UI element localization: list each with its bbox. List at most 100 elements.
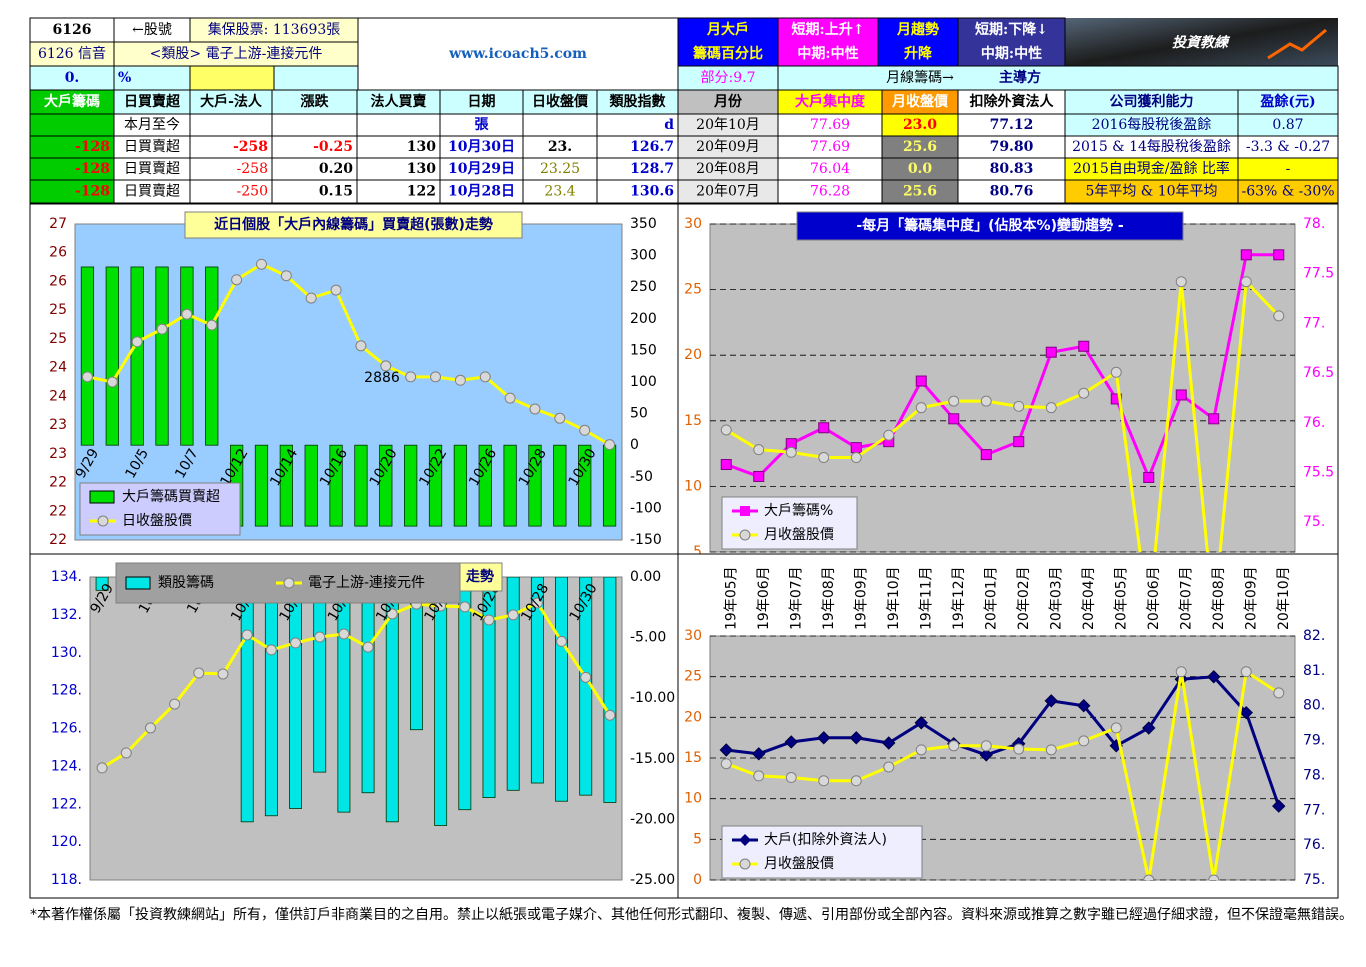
cell <box>273 65 359 91</box>
y2-tick-label: 75. <box>1303 514 1325 530</box>
legend-label: 類股籌碼 <box>158 575 214 591</box>
y2-tick-label: -15.00 <box>630 751 675 767</box>
bar <box>130 266 144 446</box>
point <box>529 403 541 415</box>
point <box>459 601 471 613</box>
table-cell-text: 20年08月 <box>696 161 760 177</box>
cell <box>677 17 779 67</box>
bar <box>478 444 492 527</box>
table-cell-text: 76.28 <box>810 184 850 200</box>
line <box>101 601 612 770</box>
table-cell-text: 10月30日 <box>448 139 515 155</box>
x-tick-label: 19年05月 <box>723 566 739 630</box>
x-tick-label: 20年10月 <box>1276 566 1292 630</box>
y2-tick-label: 81. <box>1303 663 1325 679</box>
x-tick-label: 19年09月 <box>853 566 869 630</box>
point <box>454 374 466 386</box>
table-cell-text: 20年10月 <box>696 117 760 133</box>
point <box>255 258 267 270</box>
legend-box <box>721 825 923 879</box>
point <box>1045 744 1057 756</box>
column-header-text: 公司獲利能力 <box>1110 93 1194 110</box>
point <box>380 360 392 372</box>
y-tick-label: 20 <box>684 709 702 725</box>
chart: 134. 132. 130. 128. 126. 124. 122. 120. 118. 0.00… <box>29 553 679 899</box>
x-tick-label: 20年01月 <box>983 566 999 630</box>
point <box>169 698 181 710</box>
point <box>1044 694 1058 708</box>
bar <box>404 444 418 527</box>
point <box>980 740 992 752</box>
point <box>144 722 156 734</box>
bar <box>95 577 109 591</box>
y2-tick-label: 150 <box>630 342 657 358</box>
point <box>850 775 862 787</box>
table-cell-text: 23.4 <box>544 184 575 200</box>
point <box>554 412 566 424</box>
point <box>280 270 292 282</box>
y2-tick-label: 82. <box>1303 628 1325 644</box>
point <box>120 747 132 759</box>
brand-arrow <box>1267 28 1327 60</box>
point <box>753 470 765 482</box>
point <box>1143 471 1155 483</box>
bar <box>453 444 468 527</box>
point <box>785 446 797 458</box>
y-tick-label: 24 <box>49 360 67 376</box>
column-header <box>677 89 779 115</box>
point <box>1110 722 1122 734</box>
y-tick-label: 30 <box>684 216 702 232</box>
y-tick-label: 10 <box>684 478 702 494</box>
point <box>915 744 927 756</box>
y-tick-label: 26 <box>49 273 67 289</box>
point <box>1175 389 1187 401</box>
legend-marker <box>97 515 109 527</box>
table-cell-text: 10月29日 <box>448 161 515 177</box>
y-tick-label: 118. <box>51 872 82 888</box>
column-header <box>1064 89 1239 115</box>
title-box <box>184 211 523 239</box>
point <box>362 641 374 653</box>
point <box>849 731 863 745</box>
y-tick-label: 22 <box>49 475 67 491</box>
point <box>785 772 797 784</box>
point <box>948 395 960 407</box>
table-cell-text: 20年07月 <box>696 184 760 200</box>
point <box>1078 387 1090 399</box>
y2-tick-label: -25.00 <box>630 872 675 888</box>
bar <box>254 444 269 527</box>
table-cell-text: 130.6 <box>630 184 674 200</box>
table-cell <box>29 113 115 137</box>
bar <box>180 266 194 446</box>
bar <box>379 444 393 527</box>
table-cell-text: 76.04 <box>810 161 850 177</box>
point <box>979 748 993 762</box>
table-cell-text: -0.25 <box>313 139 353 155</box>
point <box>556 635 568 647</box>
point <box>1175 666 1187 678</box>
point <box>483 614 495 626</box>
y2-tick-label: -100 <box>630 500 662 516</box>
point <box>386 608 398 620</box>
y-tick-label: 132. <box>51 607 82 623</box>
y-tick-label: 22 <box>49 503 67 519</box>
y-tick-label: 5 <box>693 831 702 847</box>
y2-tick-label: -10.00 <box>630 690 675 706</box>
x-tick-label: 20年03月 <box>1048 566 1064 630</box>
y2-tick-label: 78. <box>1303 216 1325 232</box>
legend-label: 大戶籌碼買賣超 <box>122 489 220 505</box>
column-header-text: 月份 <box>713 93 743 110</box>
y-tick-label: 15 <box>684 750 702 766</box>
y-tick-label: 25 <box>684 669 702 685</box>
y-tick-label: 22 <box>49 532 67 548</box>
y2-tick-label: 76. <box>1303 415 1325 431</box>
bar <box>602 444 617 527</box>
y-tick-label: 25 <box>49 302 67 318</box>
title-box <box>796 211 1184 241</box>
table-cell-text: 25.6 <box>903 184 937 200</box>
cell <box>957 17 1066 67</box>
table-cell <box>522 113 598 137</box>
point <box>1207 670 1221 684</box>
cell-text: 升降 <box>904 45 933 62</box>
x-tick-label: 19年11月 <box>918 566 934 630</box>
